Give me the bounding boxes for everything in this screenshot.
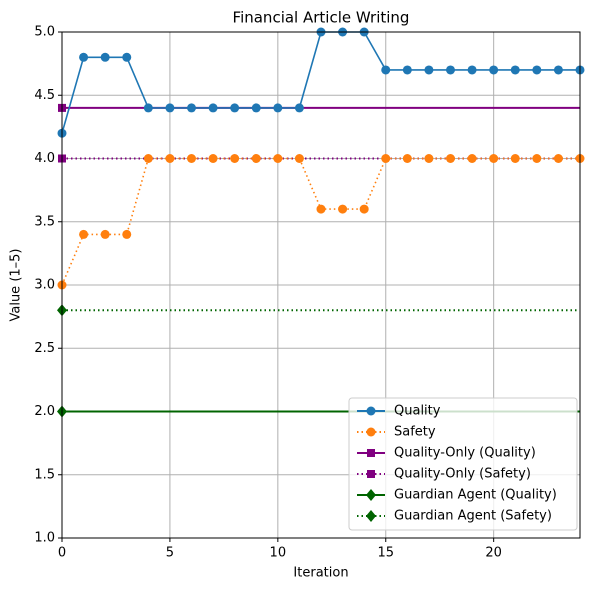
marker bbox=[122, 229, 132, 239]
marker bbox=[143, 154, 153, 163]
marker bbox=[79, 229, 89, 239]
marker bbox=[532, 154, 542, 163]
marker bbox=[424, 154, 434, 163]
y-axis-label: Value (1–5) bbox=[9, 248, 24, 321]
marker bbox=[338, 204, 348, 214]
y-tick-label: 1.5 bbox=[34, 467, 55, 482]
marker bbox=[100, 229, 110, 239]
marker bbox=[122, 52, 132, 62]
marker bbox=[532, 65, 542, 75]
marker bbox=[294, 103, 304, 113]
legend-marker bbox=[367, 449, 375, 457]
chart-title: Financial Article Writing bbox=[233, 9, 410, 27]
marker bbox=[294, 154, 304, 163]
series-line bbox=[61, 31, 580, 134]
marker bbox=[510, 65, 520, 75]
x-tick-label: 20 bbox=[485, 546, 502, 561]
marker bbox=[381, 65, 391, 75]
legend-label: Quality-Only (Safety) bbox=[394, 467, 531, 482]
marker bbox=[510, 154, 520, 163]
marker bbox=[446, 65, 455, 75]
y-tick-label: 2.0 bbox=[34, 404, 55, 419]
marker bbox=[230, 154, 240, 163]
marker bbox=[208, 154, 218, 163]
x-tick-label: 10 bbox=[270, 546, 287, 561]
marker bbox=[553, 65, 563, 75]
legend-marker bbox=[366, 489, 376, 501]
marker bbox=[273, 103, 283, 113]
y-tick-label: 5.0 bbox=[34, 25, 55, 40]
legend-label: Guardian Agent (Quality) bbox=[394, 488, 557, 503]
marker bbox=[316, 204, 326, 214]
x-tick-label: 5 bbox=[166, 546, 174, 561]
y-tick-label: 4.0 bbox=[34, 151, 55, 166]
marker bbox=[273, 154, 283, 163]
legend: Quality Safety Quality-Only (Quality) Quali… bbox=[348, 397, 578, 531]
marker bbox=[553, 154, 563, 163]
marker bbox=[402, 65, 412, 75]
legend-marker bbox=[366, 406, 376, 416]
legend-marker bbox=[366, 510, 376, 522]
x-tick-label: 15 bbox=[377, 546, 394, 561]
marker bbox=[165, 154, 175, 163]
marker bbox=[467, 65, 477, 75]
marker bbox=[359, 204, 369, 214]
y-tick-label: 3.5 bbox=[34, 214, 55, 229]
x-tick-label: 0 bbox=[58, 546, 66, 561]
y-tick-label: 4.5 bbox=[34, 88, 55, 103]
marker bbox=[489, 65, 499, 75]
legend-box bbox=[348, 397, 578, 531]
marker bbox=[165, 103, 175, 113]
marker bbox=[187, 103, 196, 113]
y-tick-label: 1.0 bbox=[34, 531, 55, 546]
marker bbox=[79, 52, 89, 62]
y-tick-label: 3.0 bbox=[34, 278, 55, 293]
marker bbox=[100, 52, 110, 62]
marker bbox=[489, 154, 499, 163]
marker bbox=[251, 154, 261, 163]
marker bbox=[402, 154, 412, 163]
y-tick-label: 2.5 bbox=[34, 341, 55, 356]
marker bbox=[446, 154, 455, 163]
legend-label: Safety bbox=[394, 425, 436, 440]
marker bbox=[467, 154, 477, 163]
legend-marker bbox=[366, 427, 376, 437]
x-axis-label: Iteration bbox=[293, 566, 348, 581]
marker bbox=[143, 103, 153, 113]
legend-marker bbox=[367, 470, 375, 478]
marker bbox=[381, 154, 391, 163]
marker bbox=[424, 65, 434, 75]
plot-frame bbox=[61, 31, 581, 539]
legend-label: Quality bbox=[394, 404, 441, 419]
marker bbox=[187, 154, 196, 163]
marker bbox=[251, 103, 261, 113]
legend-label: Guardian Agent (Safety) bbox=[394, 509, 552, 524]
legend-label: Quality-Only (Quality) bbox=[394, 446, 536, 461]
marker bbox=[208, 103, 218, 113]
marker bbox=[230, 103, 240, 113]
